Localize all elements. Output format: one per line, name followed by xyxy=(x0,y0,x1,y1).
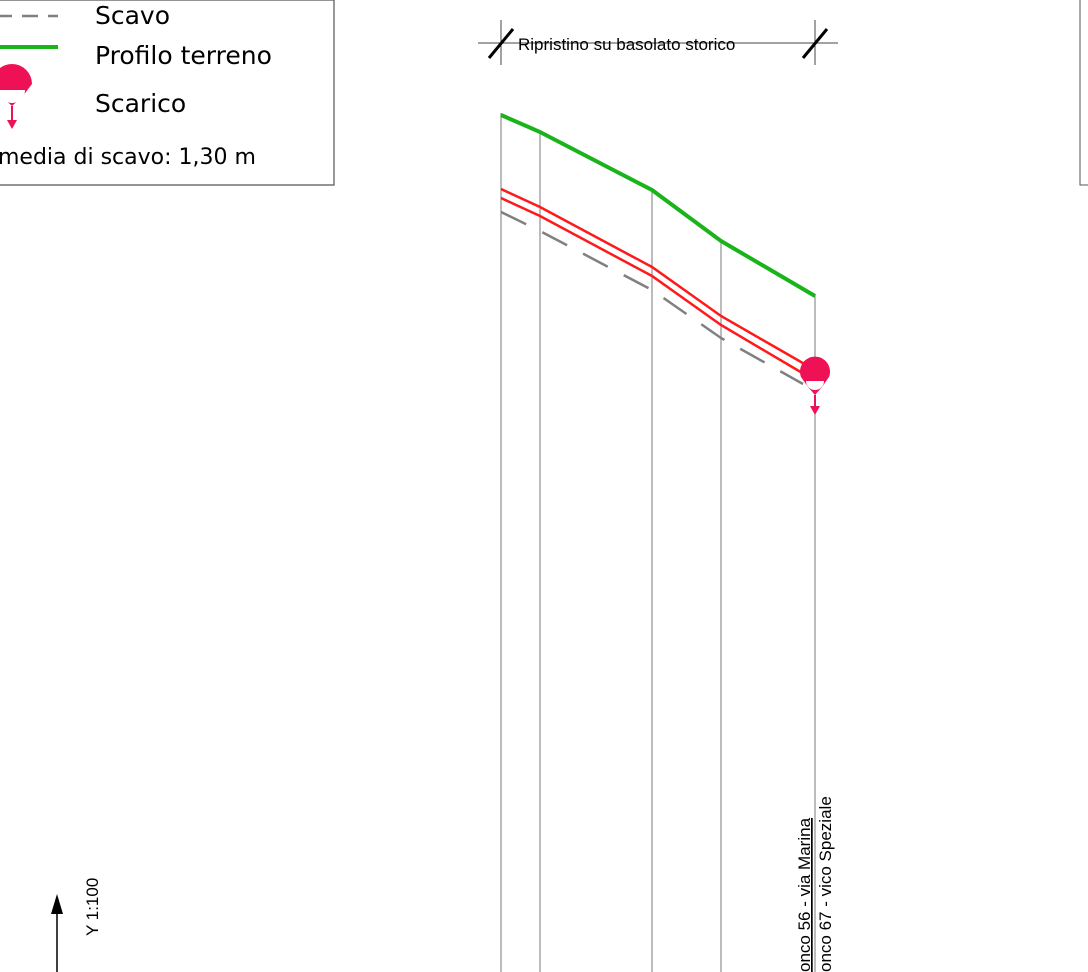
legend-excavation-depth-note: media di scavo: 1,30 m xyxy=(0,145,256,170)
legend-terrain-label: Profilo terreno xyxy=(95,41,272,70)
section-lines xyxy=(500,113,816,972)
pipe-line-top xyxy=(500,187,809,368)
legend-excavation-label: Scavo xyxy=(95,1,170,30)
dimension-line: Ripristino su basolato storico xyxy=(478,20,838,65)
excavation-line xyxy=(500,210,804,386)
right-frame-edge xyxy=(1079,0,1088,186)
dimension-tick-right xyxy=(801,28,829,59)
legend: Scavo Profilo terreno Scarico media di s… xyxy=(0,0,335,186)
legend-frame xyxy=(0,0,335,186)
scale-indicator: Y 1:100 xyxy=(51,878,102,972)
dimension-tick-left xyxy=(487,28,515,59)
section-label-vico-speziale: onco 67 - vico Speziale xyxy=(816,796,835,972)
legend-discharge-label: Scarico xyxy=(95,89,186,118)
scale-label: Y 1:100 xyxy=(83,878,102,936)
arrow-up-icon xyxy=(51,894,63,914)
dimension-label: Ripristino su basolato storico xyxy=(518,35,735,54)
section-label-via-marina: onco 56 - via Marina xyxy=(795,817,814,972)
legend-discharge-icon xyxy=(0,64,32,129)
terrain-profile-line xyxy=(500,113,817,298)
discharge-icon xyxy=(800,356,830,415)
pipe-line-bottom xyxy=(500,196,805,376)
